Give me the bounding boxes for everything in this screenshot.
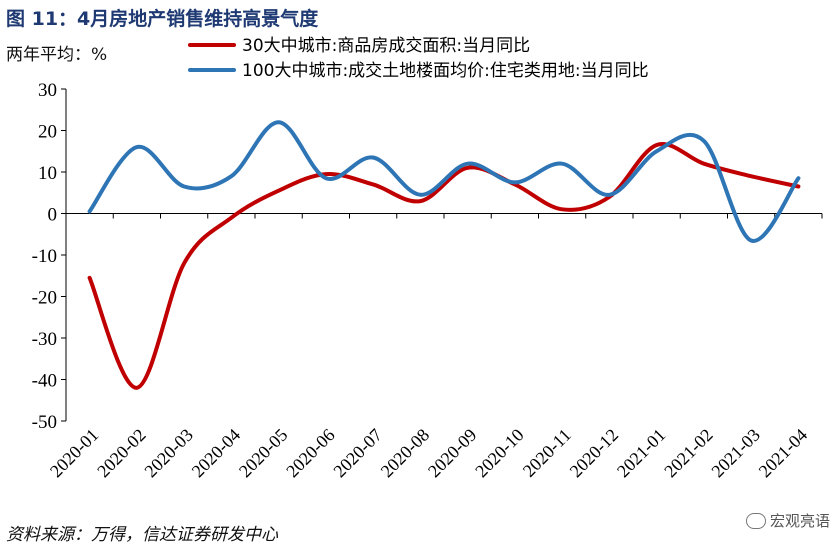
x-tick-label: 2021-03 — [707, 425, 764, 482]
line-chart: 30大中城市:商品房成交面积:当月同比 100大中城市:成交土地楼面均价:住宅类用… — [32, 36, 823, 482]
x-tick-label: 2020-08 — [377, 425, 434, 482]
y-tick-label: -30 — [32, 329, 57, 350]
y-tick-label: 20 — [38, 122, 57, 143]
x-tick-label: 2020-03 — [140, 425, 197, 482]
series-line-1 — [87, 120, 801, 243]
legend-label-0: 30大中城市:商品房成交面积:当月同比 — [242, 36, 530, 56]
x-tick-label: 2020-06 — [282, 425, 339, 482]
x-tick-label: 2020-11 — [519, 425, 575, 481]
y-tick-label: -20 — [32, 288, 57, 309]
y-tick-label: -50 — [32, 412, 57, 433]
source-note: 资料来源：万得，信达证券研发中心 — [6, 525, 278, 545]
wechat-icon — [745, 512, 766, 529]
x-tick-label: 2020-09 — [424, 425, 481, 482]
x-tick-label: 2020-02 — [93, 425, 150, 482]
y-tick-label: 0 — [48, 205, 58, 226]
legend: 30大中城市:商品房成交面积:当月同比 100大中城市:成交土地楼面均价:住宅类用… — [188, 36, 649, 81]
figure-title: 图 11：4月房地产销售维持高景气度 — [6, 8, 319, 30]
x-tick-label: 2020-05 — [235, 425, 292, 482]
x-tick-label: 2020-07 — [329, 425, 386, 482]
unit-label: 两年平均：% — [6, 45, 108, 65]
x-tick-label: 2020-01 — [46, 425, 103, 482]
x-tick-label: 2021-04 — [755, 425, 812, 482]
y-tick-label: -10 — [32, 246, 57, 267]
watermark-text: 宏观亮语 — [769, 512, 830, 530]
series-line-0 — [87, 142, 801, 390]
legend-label-1: 100大中城市:成交土地楼面均价:住宅类用地:当月同比 — [242, 61, 649, 81]
x-tick-label: 2020-04 — [188, 425, 245, 482]
watermark: 宏观亮语 — [745, 510, 830, 531]
x-tick-label: 2021-02 — [660, 425, 717, 482]
y-tick-label: 10 — [38, 163, 57, 184]
x-tick-label: 2021-01 — [613, 425, 670, 482]
x-tick-label: 2020-10 — [471, 425, 528, 482]
y-tick-label: -40 — [32, 371, 57, 392]
x-tick-label: 2020-12 — [566, 425, 623, 482]
y-tick-label: 30 — [38, 80, 57, 101]
series-lines — [87, 120, 801, 390]
